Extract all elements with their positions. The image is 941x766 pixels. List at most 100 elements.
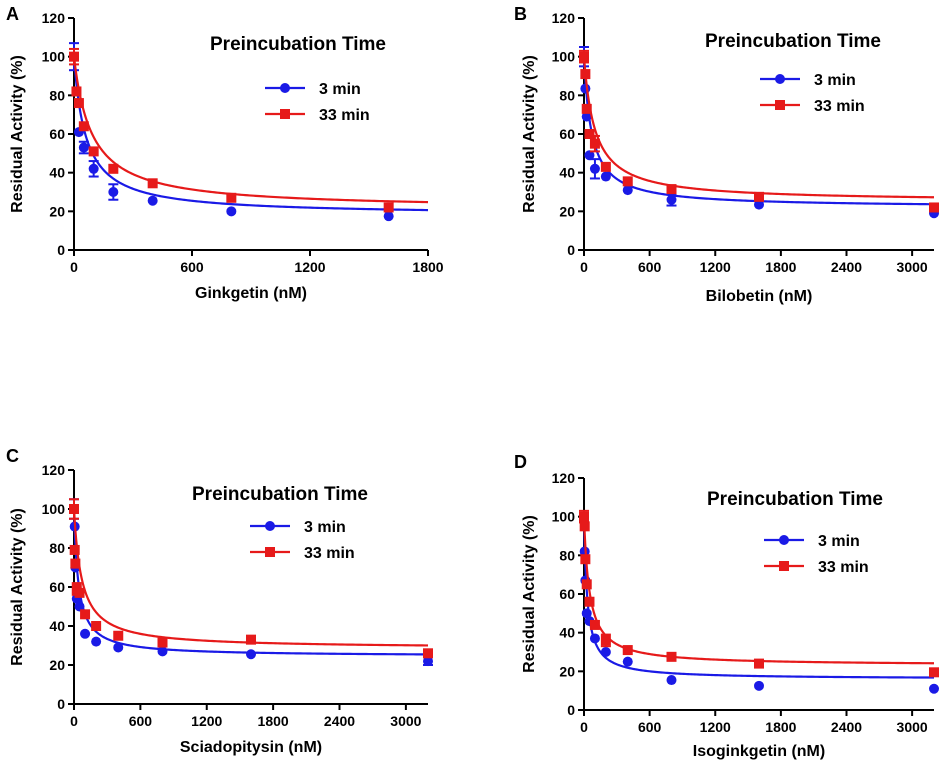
y-tick-label: 20	[559, 663, 575, 679]
x-tick-label: 1800	[258, 713, 289, 729]
x-tick-label: 2400	[324, 713, 355, 729]
legend-marker	[779, 535, 789, 545]
legend-marker	[280, 83, 290, 93]
legend-label: 33 min	[814, 98, 865, 115]
data-point	[580, 83, 591, 94]
data-point	[622, 656, 633, 667]
x-tick-label: 0	[70, 259, 78, 275]
y-axis-title: Residual Activity (%)	[9, 508, 26, 666]
y-tick-label: 40	[49, 618, 65, 634]
data-point	[600, 635, 611, 646]
legend-marker	[775, 74, 785, 84]
data-point	[581, 579, 592, 590]
data-point	[147, 178, 158, 189]
data-point	[91, 636, 102, 647]
y-tick-label: 80	[559, 87, 575, 103]
x-tick-label: 600	[129, 713, 153, 729]
data-point	[113, 642, 124, 653]
x-tick-label: 600	[638, 259, 662, 275]
data-point	[754, 680, 764, 691]
data-point	[246, 649, 256, 660]
x-tick-label: 1200	[294, 259, 325, 275]
y-tick-label: 60	[559, 126, 575, 142]
legend-marker	[280, 109, 290, 119]
fit-curve	[72, 56, 429, 204]
x-tick-label: 1200	[700, 259, 731, 275]
data-point	[113, 630, 124, 641]
legend-item-33min: 33 min	[265, 107, 370, 124]
y-tick-label: 100	[42, 49, 66, 65]
data-point	[69, 544, 80, 555]
legend-label: 3 min	[304, 519, 346, 536]
data-point	[73, 98, 84, 109]
fit-curve	[582, 56, 935, 199]
data-point	[246, 634, 256, 645]
x-tick-label: 0	[580, 259, 588, 275]
legend-item-3min: 3 min	[265, 81, 361, 98]
panel-letter: C	[6, 446, 19, 466]
data-point	[600, 161, 611, 172]
y-tick-label: 120	[42, 10, 66, 26]
data-point	[589, 619, 600, 630]
legend-label: 33 min	[319, 107, 370, 124]
legend-marker	[779, 561, 789, 571]
y-axis-title: Residual Activity (%)	[521, 55, 538, 213]
y-tick-label: 60	[559, 586, 575, 602]
data-point	[147, 195, 158, 206]
y-tick-label: 120	[552, 10, 576, 26]
data-point	[622, 176, 633, 187]
data-point	[78, 121, 89, 132]
y-axis-title: Residual Activity (%)	[521, 515, 538, 673]
y-tick-label: 120	[552, 470, 576, 486]
legend-marker	[265, 547, 275, 557]
x-tick-label: 1200	[191, 713, 222, 729]
y-tick-label: 40	[559, 165, 575, 181]
legend-item-33min: 33 min	[250, 545, 355, 562]
data-point	[74, 587, 85, 598]
y-tick-label: 100	[42, 501, 66, 517]
x-tick-label: 3000	[897, 259, 928, 275]
fit-curve	[72, 56, 429, 212]
data-point	[69, 51, 79, 62]
x-axis-title: Bilobetin (nM)	[706, 288, 813, 305]
data-point	[226, 206, 237, 217]
fit-curve	[72, 508, 429, 656]
data-point	[80, 609, 91, 620]
data-point	[584, 596, 595, 607]
x-axis-title: Ginkgetin (nM)	[195, 285, 307, 302]
x-tick-label: 0	[580, 719, 588, 735]
data-point	[589, 138, 600, 149]
data-point	[600, 171, 611, 182]
data-point	[78, 142, 89, 153]
legend-item-33min: 33 min	[764, 559, 869, 576]
data-point	[91, 621, 102, 631]
x-tick-label: 0	[70, 713, 78, 729]
data-point	[929, 683, 939, 694]
legend-item-3min: 3 min	[760, 72, 856, 89]
y-tick-label: 120	[42, 462, 66, 478]
data-point	[423, 648, 433, 659]
fit-curve	[582, 56, 935, 206]
data-point	[666, 675, 677, 686]
y-tick-label: 0	[567, 702, 575, 718]
x-axis-title: Isoginkgetin (nM)	[693, 743, 825, 760]
y-tick-label: 20	[559, 203, 575, 219]
x-tick-label: 1200	[700, 719, 731, 735]
legend-title: Preincubation Time	[210, 34, 386, 55]
y-tick-label: 0	[567, 242, 575, 258]
data-point	[754, 658, 764, 669]
legend-title: Preincubation Time	[705, 31, 881, 52]
series-33min	[579, 509, 939, 678]
legend-item-33min: 33 min	[760, 98, 865, 115]
data-point	[581, 103, 592, 114]
x-tick-label: 2400	[831, 259, 862, 275]
y-tick-label: 0	[57, 242, 65, 258]
legend-label: 33 min	[304, 545, 355, 562]
y-tick-label: 40	[49, 165, 65, 181]
panel-letter: A	[6, 4, 19, 24]
data-point	[589, 633, 600, 644]
x-tick-label: 600	[180, 259, 204, 275]
